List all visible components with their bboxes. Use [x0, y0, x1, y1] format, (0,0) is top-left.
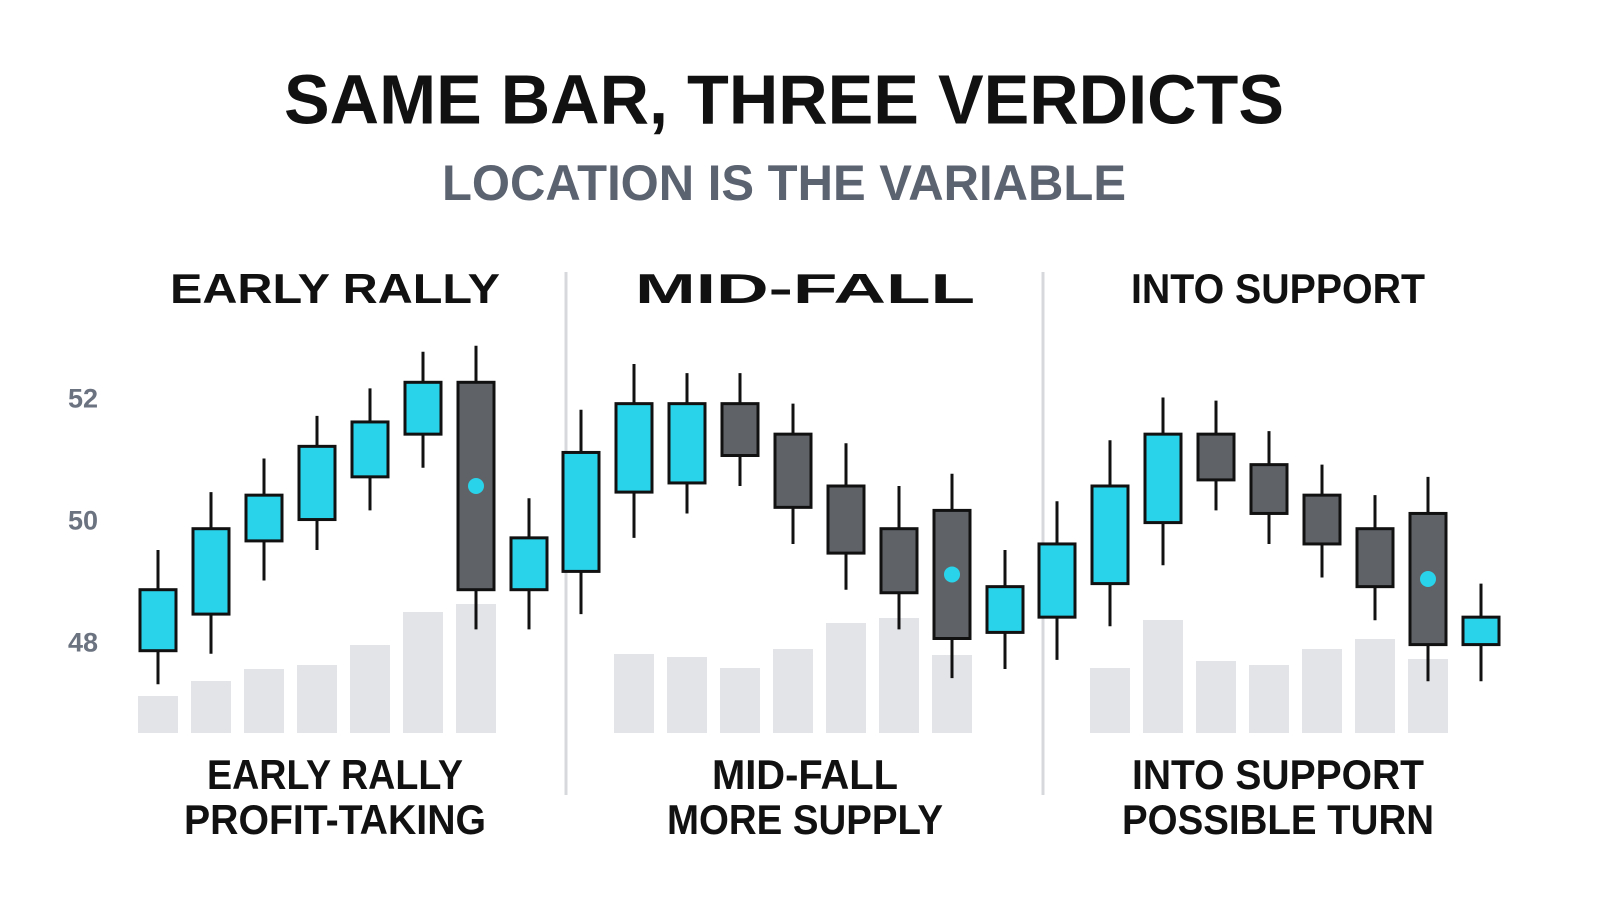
candle-body	[350, 420, 390, 479]
candle-body	[773, 432, 813, 509]
volume-bar	[720, 668, 760, 733]
candle-body	[509, 536, 549, 592]
volume-bar	[667, 657, 707, 733]
candle-body	[1355, 527, 1395, 589]
candle-body	[1249, 463, 1289, 515]
candle-body	[191, 527, 231, 616]
candle-body	[932, 508, 972, 640]
panel-title: INTO SUPPORT	[1131, 265, 1425, 312]
candle-body	[1037, 542, 1077, 619]
volume-bar	[350, 645, 390, 733]
volume-bar	[1196, 661, 1236, 733]
panel-caption: POSSIBLE TURN	[1122, 796, 1434, 843]
panel-caption: MORE SUPPLY	[667, 796, 943, 843]
candle-body	[720, 402, 760, 457]
panel-caption: INTO SUPPORT	[1132, 751, 1424, 798]
volume-bar	[244, 669, 284, 733]
volume-bar	[1249, 665, 1289, 733]
y-tick-label: 50	[68, 506, 98, 536]
panel-caption: PROFIT-TAKING	[184, 796, 486, 843]
volume-bar	[403, 612, 443, 733]
candle-body	[667, 402, 707, 485]
candle-body	[138, 588, 178, 653]
candle-body	[826, 484, 866, 555]
panel-caption: MID-FALL	[712, 751, 898, 798]
panel-title: EARLY RALLY	[170, 265, 500, 312]
panel-caption: EARLY RALLY	[207, 751, 463, 798]
volume-bar	[1302, 649, 1342, 733]
y-tick-label: 48	[68, 628, 98, 658]
candle-body	[561, 450, 601, 573]
candle-body	[1461, 615, 1501, 647]
candle-body	[403, 380, 443, 436]
highlight-dot	[944, 566, 960, 583]
volume-bar	[297, 665, 337, 733]
volume-bar	[1090, 668, 1130, 733]
candle-body	[985, 585, 1025, 634]
candle-body	[1143, 432, 1183, 525]
chart-subtitle: LOCATION IS THE VARIABLE	[442, 155, 1126, 211]
volume-bar	[1143, 620, 1183, 733]
candle-body	[1302, 493, 1342, 546]
highlight-dot	[1420, 571, 1436, 588]
candle-body	[1090, 484, 1130, 586]
volume-bar	[191, 681, 231, 733]
volume-bar	[614, 654, 654, 733]
candle-body	[297, 444, 337, 522]
volume-bar	[773, 649, 813, 733]
y-tick-label: 52	[68, 384, 98, 414]
volume-bar	[826, 623, 866, 733]
volume-bar	[879, 618, 919, 733]
candle-body	[614, 402, 654, 494]
volume-bar	[1355, 639, 1395, 733]
chart-title: SAME BAR, THREE VERDICTS	[284, 60, 1284, 138]
panel-title: MID-FALL	[635, 265, 975, 312]
highlight-dot	[468, 478, 484, 494]
candle-body	[879, 527, 919, 595]
candle-body	[244, 493, 284, 543]
volume-bar	[138, 696, 178, 733]
candle-body	[1196, 432, 1236, 482]
